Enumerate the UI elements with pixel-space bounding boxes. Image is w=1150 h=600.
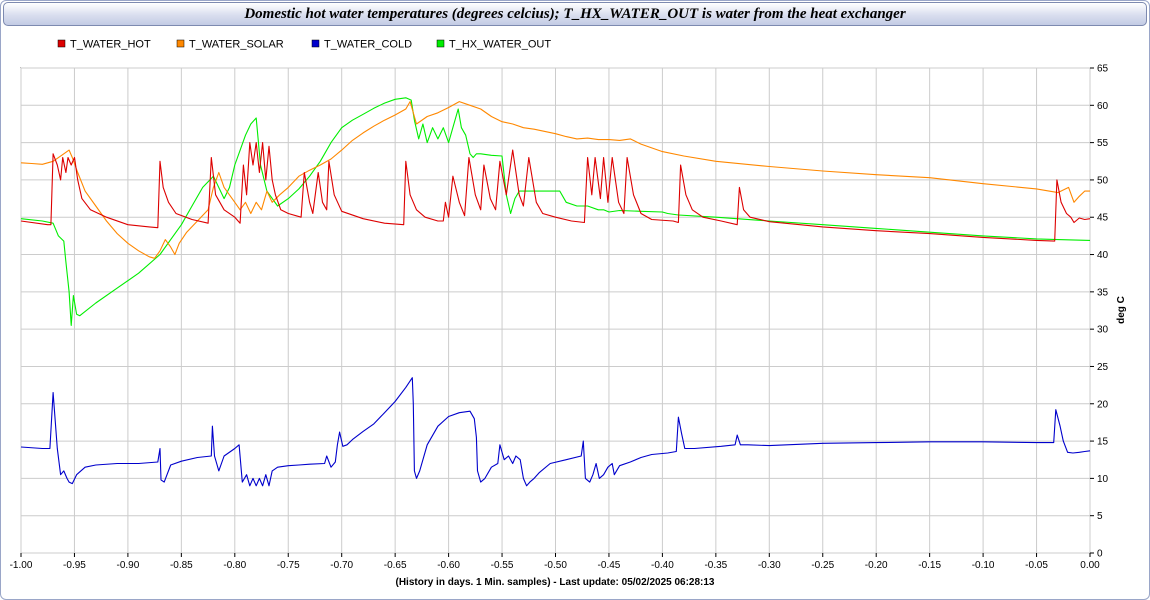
x-tick-label: -1.00 xyxy=(10,560,33,571)
x-tick-label: -0.40 xyxy=(651,560,674,571)
legend: T_WATER_HOT T_WATER_SOLAR T_WATER_COLD T_HX… xyxy=(57,39,551,51)
x-tick-label: -0.70 xyxy=(330,560,353,571)
chart-title: Domestic hot water temperatures (degrees… xyxy=(244,5,906,22)
grid-lines xyxy=(20,67,1091,554)
x-tick-label: -0.85 xyxy=(170,560,193,571)
legend-swatch xyxy=(176,39,185,48)
y-tick-label: 0 xyxy=(1097,549,1103,560)
x-tick-label: -0.30 xyxy=(758,560,781,571)
y-tick-label: 35 xyxy=(1097,287,1109,298)
x-tick-label: -0.50 xyxy=(544,560,567,571)
chart-title-bar: Domestic hot water temperatures (degrees… xyxy=(3,2,1147,26)
x-tick-label: -0.95 xyxy=(63,560,86,571)
y-tick-label: 25 xyxy=(1097,362,1109,373)
legend-label: T_WATER_SOLAR xyxy=(189,39,284,51)
y-tick-label: 45 xyxy=(1097,213,1109,224)
legend-label: T_WATER_COLD xyxy=(324,39,412,51)
x-axis-ticks: -1.00 -0.95 -0.90 -0.85 -0.80 -0.75 -0.70 -0.65… xyxy=(10,553,1100,571)
x-tick-label: -0.45 xyxy=(598,560,621,571)
series-line-t-water-cold xyxy=(20,377,1091,487)
x-tick-label: -0.65 xyxy=(384,560,407,571)
x-tick-label: -0.15 xyxy=(918,560,941,571)
series-line-t-water-hot xyxy=(20,142,1091,242)
y-tick-label: 15 xyxy=(1097,437,1109,448)
x-tick-label: -0.80 xyxy=(223,560,246,571)
legend-label: T_HX_WATER_OUT xyxy=(449,39,551,51)
series-line-t-water-solar xyxy=(20,101,1090,259)
y-tick-label: 55 xyxy=(1097,138,1109,149)
x-tick-label: -0.20 xyxy=(865,560,888,571)
x-axis-label: (History in days. 1 Min. samples) - Last… xyxy=(395,577,714,588)
y-tick-label: 65 xyxy=(1097,64,1109,75)
series-line-t-hx-water-out xyxy=(20,97,1091,326)
x-tick-label: -0.75 xyxy=(277,560,300,571)
series-lines xyxy=(20,97,1091,487)
y-tick-label: 20 xyxy=(1097,399,1109,410)
x-tick-label: -0.35 xyxy=(704,560,727,571)
y-tick-label: 40 xyxy=(1097,250,1109,261)
legend-label: T_WATER_HOT xyxy=(70,39,151,51)
y-tick-label: 5 xyxy=(1097,511,1103,522)
x-tick-label: -0.60 xyxy=(437,560,460,571)
y-tick-label: 60 xyxy=(1097,101,1109,112)
x-tick-label: 0.00 xyxy=(1080,560,1100,571)
x-tick-label: -0.10 xyxy=(972,560,995,571)
x-tick-label: -0.55 xyxy=(491,560,514,571)
x-tick-label: -0.05 xyxy=(1025,560,1048,571)
y-tick-label: 30 xyxy=(1097,325,1109,336)
y-tick-label: 50 xyxy=(1097,175,1109,186)
legend-swatch xyxy=(57,39,66,48)
y-tick-label: 10 xyxy=(1097,474,1109,485)
x-tick-label: -0.90 xyxy=(117,560,140,571)
legend-swatch xyxy=(436,39,445,48)
y-axis-label: deg C xyxy=(1116,296,1127,324)
legend-swatch xyxy=(311,39,320,48)
y-axis-ticks: 0 5 10 15 20 25 30 35 40 45 50 55 60 65 xyxy=(1090,64,1109,560)
x-tick-label: -0.25 xyxy=(811,560,834,571)
